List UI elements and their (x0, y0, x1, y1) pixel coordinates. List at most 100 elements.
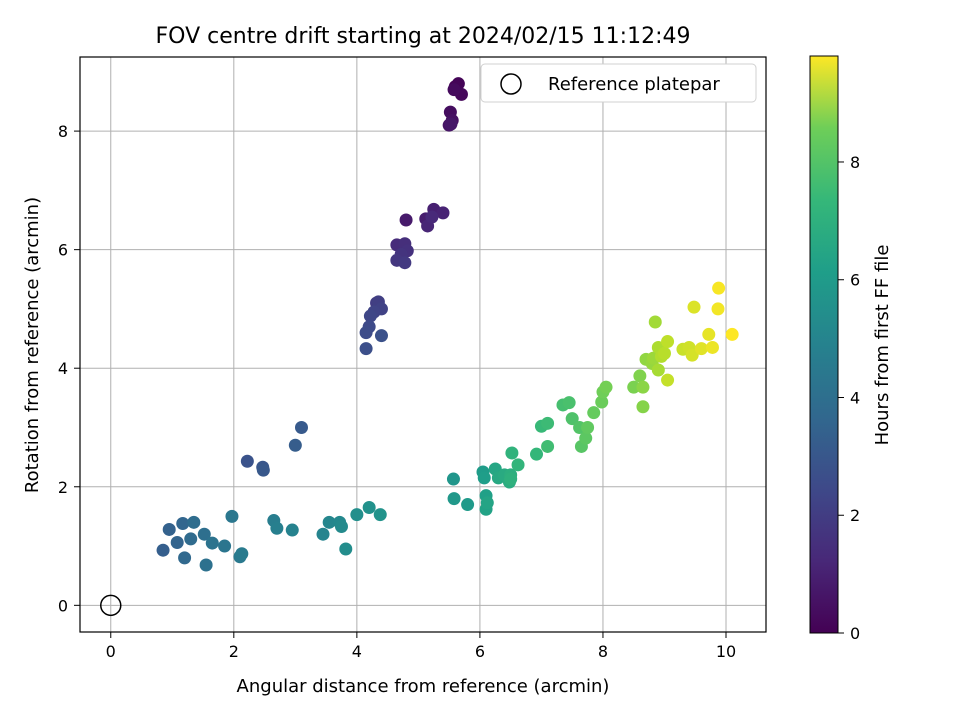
x-tick-label-0: 0 (106, 642, 116, 661)
data-point (627, 380, 641, 394)
data-point (447, 83, 461, 97)
data-point (373, 508, 387, 522)
y-tick-label-2: 4 (58, 359, 68, 378)
data-point (187, 515, 201, 529)
legend: Reference platepar (480, 63, 757, 103)
data-point (446, 472, 460, 486)
x-tick-label-4: 8 (598, 642, 608, 661)
data-point (505, 446, 519, 460)
data-point (178, 551, 192, 565)
legend-box (480, 63, 757, 103)
y-tick-label-0: 0 (58, 596, 68, 615)
data-point (705, 340, 719, 354)
data-point (256, 463, 270, 477)
data-point (648, 315, 662, 329)
data-point (156, 543, 170, 557)
data-point (285, 523, 299, 537)
data-point (225, 509, 239, 523)
data-point (399, 213, 413, 227)
chart-title: FOV centre drift starting at 2024/02/15 … (156, 24, 691, 49)
data-point (322, 515, 336, 529)
data-point (504, 472, 518, 486)
data-point (687, 300, 701, 314)
data-point (359, 326, 373, 340)
data-point (579, 431, 593, 445)
plot-frame (79, 56, 767, 633)
data-point (702, 327, 716, 341)
data-point (712, 281, 726, 295)
colorbar-tick-label-4: 8 (850, 153, 860, 172)
data-point (176, 517, 190, 531)
data-point (530, 447, 544, 461)
data-point (541, 439, 555, 453)
data-point (359, 342, 373, 356)
y-tick-label-3: 6 (58, 241, 68, 260)
data-point (199, 558, 213, 572)
data-point (362, 501, 376, 515)
x-tick-label-5: 10 (716, 642, 736, 661)
x-axis-label: Angular distance from reference (arcmin) (237, 676, 610, 697)
x-tick-label-2: 4 (352, 642, 362, 661)
colorbar-label: Hours from first FF file (872, 245, 893, 446)
colorbar-ticks: 0 2 4 6 8 (838, 153, 860, 643)
data-point (581, 420, 595, 434)
colorbar-tick-label-3: 6 (850, 271, 860, 290)
colorbar-tick-label-0: 0 (850, 624, 860, 643)
data-point (447, 492, 461, 506)
data-point (661, 335, 675, 349)
data-point (162, 522, 176, 536)
data-point (197, 527, 211, 541)
colorbar: 0 2 4 6 8 Hours from first FF file (809, 55, 893, 643)
data-point (595, 395, 609, 409)
data-point (565, 412, 579, 426)
data-points (156, 77, 739, 572)
data-point (477, 471, 491, 485)
data-point (288, 438, 302, 452)
data-point (480, 496, 494, 510)
data-point (636, 400, 650, 414)
colorbar-gradient (809, 55, 839, 634)
data-point (633, 369, 647, 383)
data-point (711, 302, 725, 316)
data-point (651, 363, 665, 377)
data-point (436, 206, 450, 220)
data-point (461, 498, 475, 512)
data-point (235, 547, 249, 561)
data-point (350, 508, 364, 522)
data-point (363, 309, 377, 323)
data-point (240, 454, 254, 468)
data-point (294, 420, 308, 434)
data-point (725, 327, 739, 341)
y-tick-label-4: 8 (58, 122, 68, 141)
data-point (541, 416, 555, 430)
data-point (170, 535, 184, 549)
data-point (511, 458, 525, 472)
legend-marker-icon (500, 73, 522, 95)
data-point (270, 521, 284, 535)
data-point (562, 396, 576, 410)
y-tick-label-1: 2 (58, 478, 68, 497)
data-point (184, 532, 198, 546)
data-point (599, 380, 613, 394)
y-axis-label: Rotation from reference (arcmin) (22, 197, 43, 493)
colorbar-tick-label-1: 2 (850, 506, 860, 525)
legend-entry-reference: Reference platepar (548, 74, 720, 95)
reference-marker (100, 594, 122, 617)
x-axis-ticks: 0 2 4 6 8 10 (106, 632, 736, 661)
data-point (425, 210, 439, 224)
y-axis-ticks: 0 2 4 6 8 (58, 122, 80, 615)
grid-lines (80, 57, 766, 632)
data-point (661, 373, 675, 387)
data-point (444, 117, 458, 131)
data-point (316, 527, 330, 541)
x-tick-label-3: 6 (475, 642, 485, 661)
data-point (334, 519, 348, 533)
data-point (339, 542, 353, 556)
data-point (218, 539, 232, 553)
data-point (694, 342, 708, 356)
colorbar-tick-label-2: 4 (850, 388, 860, 407)
data-point (205, 536, 219, 550)
x-tick-label-1: 2 (229, 642, 239, 661)
data-point (374, 329, 388, 343)
